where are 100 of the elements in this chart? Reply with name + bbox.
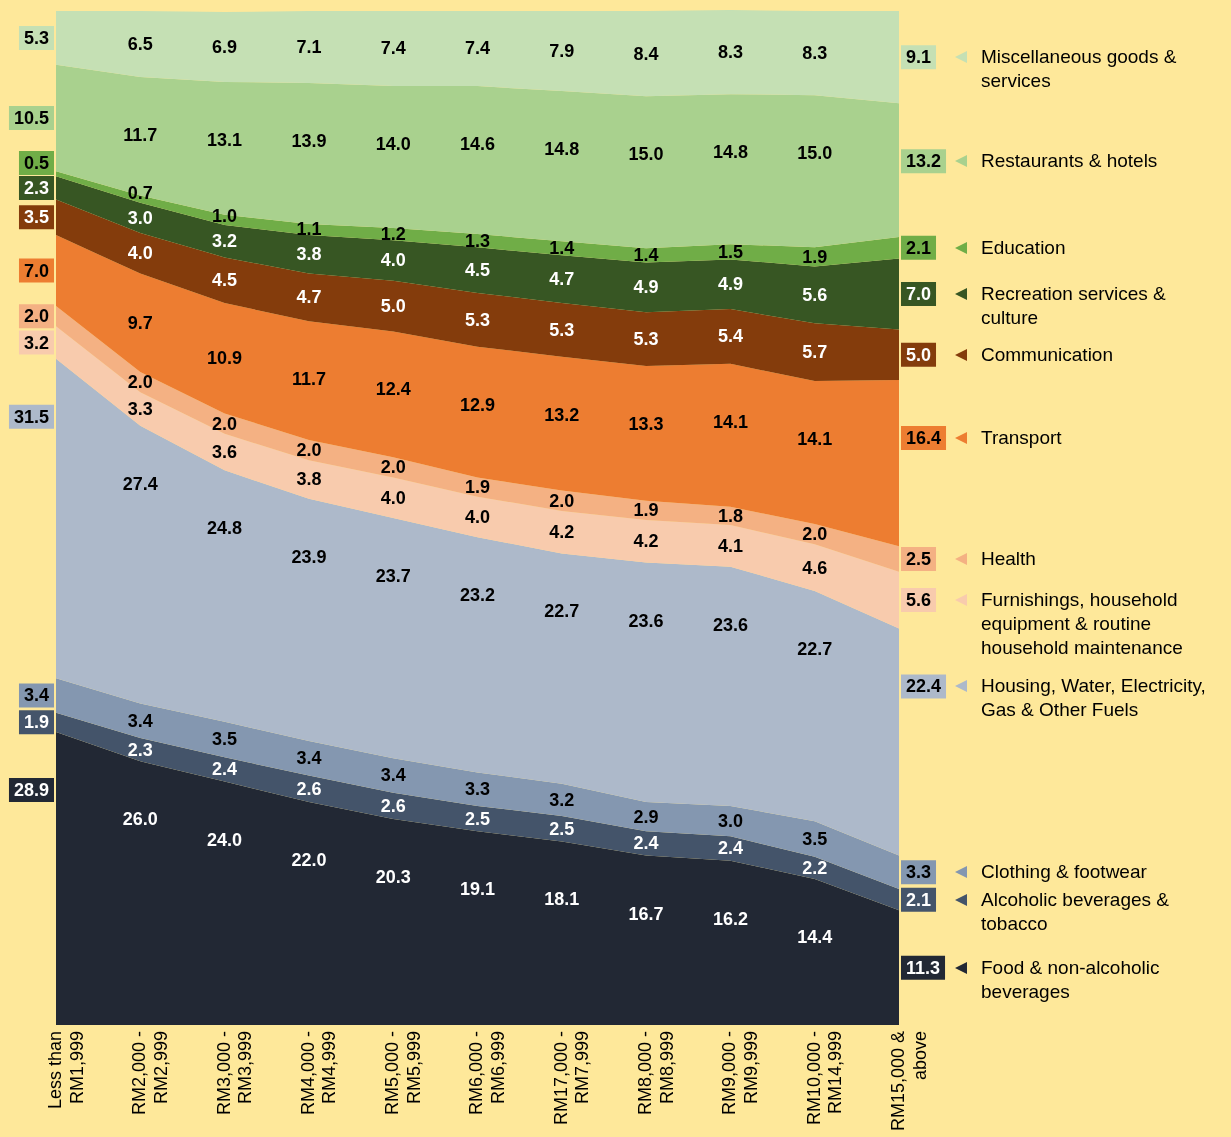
data-label: 7.0	[23, 260, 49, 281]
data-label: 5.3	[23, 27, 49, 48]
data-label: 3.2	[212, 231, 238, 252]
legend-label: Clothing & footwear	[981, 860, 1147, 885]
data-label: 3.5	[23, 207, 49, 228]
data-label: 15.0	[628, 144, 664, 165]
data-label: 2.9	[633, 806, 659, 827]
data-label: 10.9	[207, 348, 243, 369]
data-label: 5.3	[549, 319, 575, 340]
data-label: 2.4	[212, 759, 238, 780]
data-label: 3.3	[906, 862, 932, 883]
data-label: 3.5	[802, 828, 828, 849]
data-label: 3.0	[717, 811, 743, 832]
data-label: 5.0	[380, 296, 406, 317]
legend-label: Recreation services & culture	[981, 281, 1167, 330]
data-label: 2.0	[23, 306, 49, 327]
data-label: 15.0	[797, 143, 833, 164]
data-label: 11.7	[291, 369, 326, 390]
data-label: 1.9	[23, 712, 49, 733]
data-label: 5.7	[802, 342, 828, 363]
data-label: 16.2	[712, 908, 748, 929]
data-label: 7.1	[296, 36, 322, 57]
data-label: 0.7	[127, 182, 153, 203]
data-label: 19.1	[459, 879, 496, 900]
legend-label: Food & non-alcoholic beverages	[981, 955, 1161, 1004]
legend-label: Transport	[981, 426, 1062, 451]
data-label: 4.2	[633, 531, 659, 552]
x-tick-label: RM9,000 - RM9,999	[719, 1030, 761, 1115]
data-label: 22.4	[905, 676, 942, 697]
data-label: 3.8	[296, 244, 322, 265]
data-label: 3.4	[23, 685, 49, 706]
data-label: 23.2	[459, 585, 496, 606]
data-label: 9.1	[906, 47, 932, 68]
data-label: 2.4	[717, 838, 743, 859]
data-label: 2.5	[906, 549, 932, 570]
legend-label: Education	[981, 235, 1066, 260]
data-label: 4.9	[633, 277, 659, 298]
data-label: 1.3	[464, 230, 491, 251]
data-label: 10.5	[13, 107, 50, 128]
data-label: 16.7	[628, 903, 664, 924]
data-label: 3.0	[127, 207, 153, 228]
data-label: 2.3	[23, 177, 49, 198]
data-label: 1.1	[296, 219, 322, 240]
data-label: 1.5	[717, 241, 743, 262]
data-label: 1.4	[549, 238, 575, 259]
data-label: 3.6	[212, 442, 238, 463]
data-label: 14.0	[375, 134, 411, 155]
data-label: 14.8	[712, 142, 748, 163]
data-label: 5.6	[906, 590, 932, 611]
x-tick-label: RM5,000 - RM5,999	[382, 1030, 424, 1115]
data-label: 2.0	[296, 440, 322, 461]
data-label: 7.0	[906, 283, 932, 304]
legend-label: Communication	[981, 342, 1113, 367]
legend-label: Alcoholic beverages & tobacco	[981, 888, 1170, 937]
data-label: 2.4	[633, 833, 659, 854]
data-label: 2.0	[212, 413, 238, 434]
x-tick-label: RM15,000 & above	[887, 1030, 930, 1132]
data-label: 12.4	[375, 379, 411, 400]
data-label: 4.7	[549, 269, 575, 290]
data-label: 16.4	[905, 428, 942, 449]
data-label: 14.4	[797, 926, 833, 947]
data-label: 18.1	[544, 889, 580, 910]
data-label: 9.7	[127, 312, 153, 333]
data-label: 2.6	[296, 778, 322, 799]
x-tick-label: RM17,000 - RM7,999	[550, 1030, 593, 1125]
data-label: 5.4	[717, 326, 743, 347]
x-tick-label: RM10,000 - RM14,999	[803, 1030, 846, 1125]
x-tick-label: RM4,000 - RM4,999	[297, 1030, 340, 1115]
data-label: 4.5	[464, 260, 491, 281]
data-label: 7.4	[380, 38, 406, 59]
data-label: 2.6	[380, 795, 406, 816]
data-label: 3.5	[212, 729, 238, 750]
data-label: 23.7	[375, 565, 411, 586]
data-label: 14.1	[712, 411, 748, 432]
data-label: 3.2	[23, 332, 49, 353]
legend-label: Miscellaneous goods & services	[981, 45, 1178, 94]
data-label: 0.5	[23, 152, 49, 173]
data-label: 1.9	[633, 500, 659, 521]
data-label: 1.8	[717, 505, 743, 526]
data-label: 2.3	[127, 739, 153, 760]
x-tick-label: Less than RM1,999	[44, 1030, 87, 1110]
data-label: 6.9	[212, 36, 238, 57]
data-label: 13.9	[291, 130, 327, 151]
data-label: 13.2	[905, 151, 942, 172]
data-label: 24.8	[207, 518, 243, 539]
data-label: 31.5	[13, 406, 50, 427]
data-label: 2.2	[802, 857, 828, 878]
data-label: 20.3	[375, 867, 411, 888]
data-label: 1.9	[802, 246, 828, 267]
data-label: 22.7	[544, 601, 580, 622]
data-label: 24.0	[207, 829, 243, 850]
data-label: 8.3	[802, 43, 828, 64]
data-label: 2.1	[906, 237, 932, 258]
data-label: 4.9	[717, 274, 743, 295]
data-label: 22.7	[797, 638, 833, 659]
data-label: 23.6	[628, 610, 664, 631]
data-label: 2.0	[802, 524, 828, 545]
data-label: 23.9	[291, 546, 327, 567]
data-label: 4.0	[380, 250, 406, 271]
data-label: 4.5	[212, 270, 238, 291]
